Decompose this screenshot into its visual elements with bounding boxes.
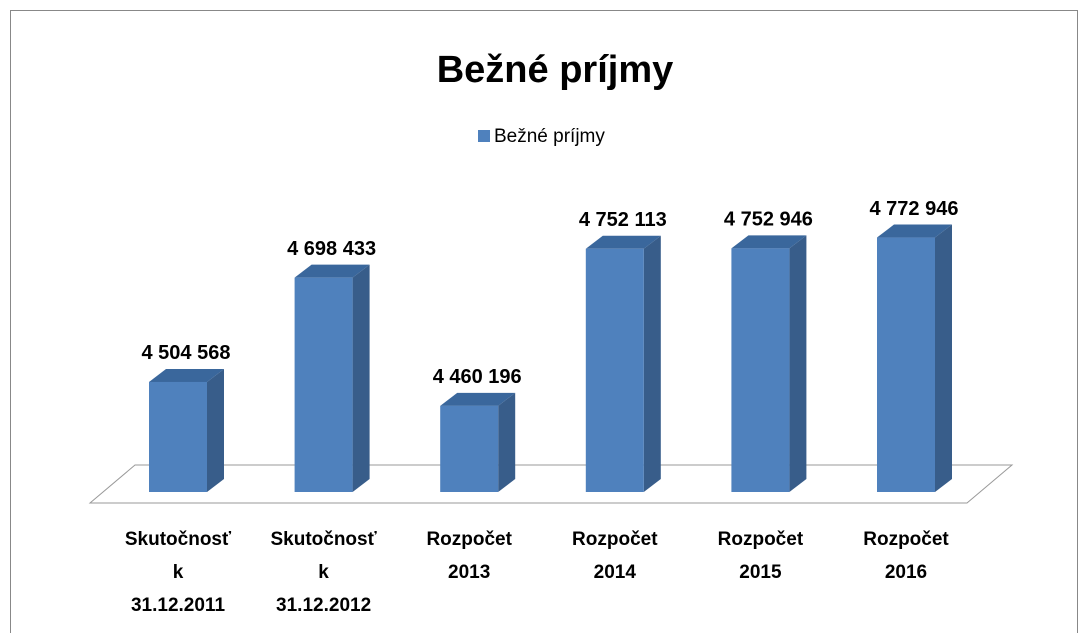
bar-top: [585, 235, 661, 249]
bar-top: [149, 368, 224, 382]
bar-top: [440, 392, 516, 406]
bar-side: [643, 235, 661, 493]
data-label: 4 504 568: [142, 342, 231, 364]
bar: [585, 235, 661, 493]
bar-side: [352, 264, 370, 492]
data-label: 4 698 433: [287, 238, 376, 260]
bar-top: [294, 264, 370, 278]
legend-label: Bežné príjmy: [494, 126, 605, 147]
bar-front: [877, 237, 935, 492]
floor: [88, 464, 1014, 504]
x-tick-label: Rozpočet 2015: [718, 529, 804, 583]
bar-top: [731, 235, 807, 249]
data-label: 4 772 946: [870, 198, 959, 220]
data-label: 4 752 946: [724, 209, 813, 231]
bar-top: [877, 224, 952, 238]
bar-front: [149, 381, 207, 492]
bar-side: [498, 392, 516, 492]
bar-side: [207, 368, 224, 492]
chart-title: Bežné príjmy: [437, 49, 674, 91]
bar-side: [935, 224, 952, 492]
bar-front: [731, 248, 790, 492]
bar-front: [440, 405, 499, 492]
bar-front: [294, 277, 353, 492]
data-label: 4 752 113: [579, 209, 667, 231]
bar-side: [789, 235, 807, 492]
data-label: 4 460 196: [433, 366, 522, 388]
x-tick-label: Rozpočet 2014: [572, 529, 658, 583]
bar-front: [585, 248, 644, 492]
bar: [294, 264, 370, 492]
bar: [731, 235, 807, 492]
bar: [149, 368, 224, 492]
x-tick-label: Skutočnosť k 31.12.2012: [270, 529, 377, 616]
bar: [877, 224, 952, 492]
x-tick-label: Skutočnosť k 31.12.2011: [125, 529, 232, 616]
x-tick-label: Rozpočet 2016: [863, 529, 949, 583]
bar: [440, 392, 516, 492]
legend-swatch: [478, 130, 490, 142]
x-tick-label: Rozpočet 2013: [426, 529, 512, 583]
